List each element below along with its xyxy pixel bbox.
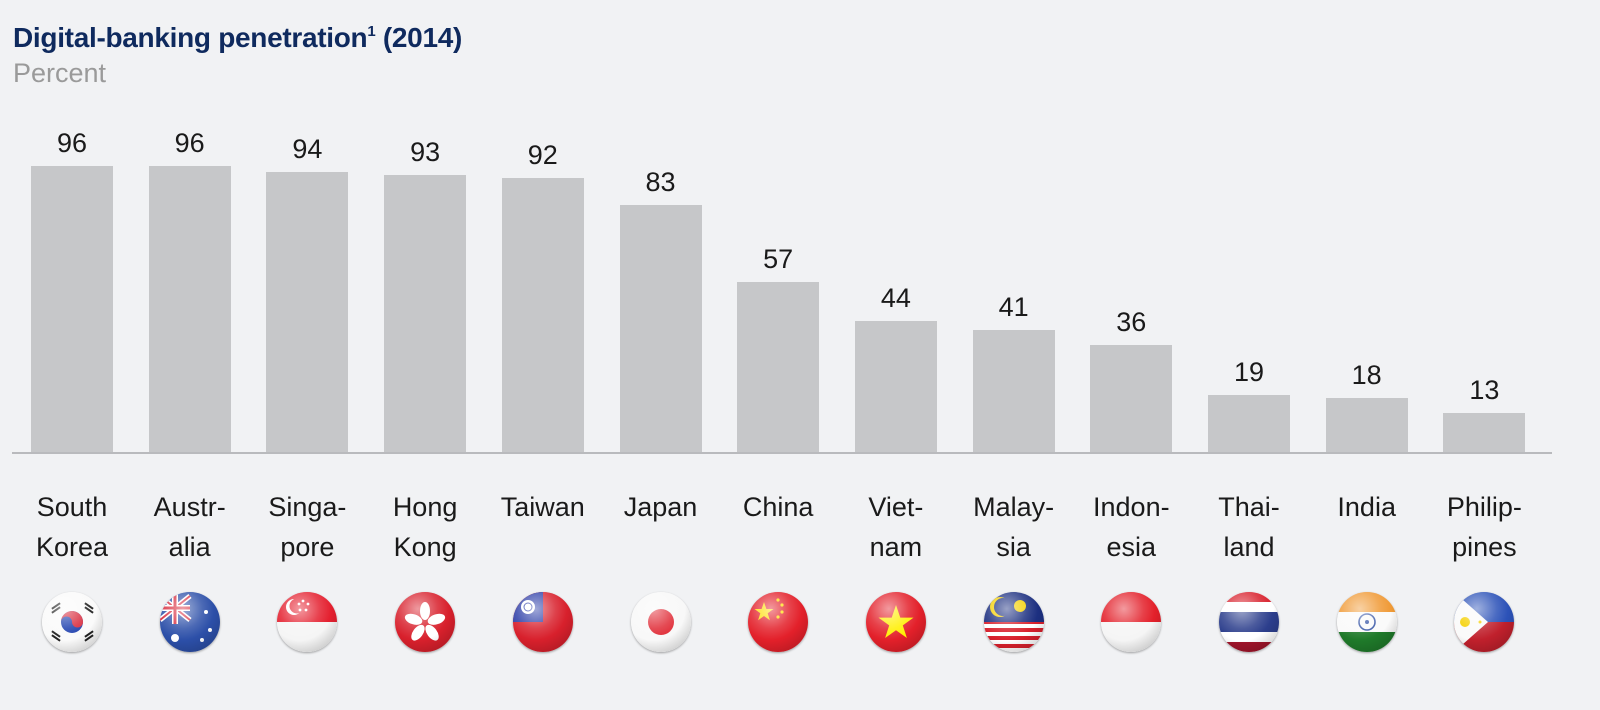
bar-singapore	[266, 172, 349, 452]
bar-philippines	[1443, 413, 1526, 452]
value-label-india: 18	[1351, 360, 1382, 390]
value-label-malaysia: 41	[998, 292, 1029, 322]
chart-subtitle: Percent	[13, 58, 107, 88]
category-label-taiwan: Taiwan	[500, 492, 585, 522]
bar-vietnam	[854, 321, 937, 452]
china-flag-icon	[748, 592, 809, 652]
bar-australia	[148, 166, 231, 452]
category-label-australia: Austr-alia	[153, 492, 226, 562]
category-label-india: India	[1337, 492, 1396, 522]
category-label-hong-kong: Hong Kong	[392, 492, 458, 562]
bar-indonesia	[1090, 345, 1173, 452]
footnote-marker: 1	[367, 23, 376, 40]
philippines-flag-icon	[1454, 592, 1515, 652]
bar-taiwan	[501, 178, 584, 452]
bar-india	[1325, 398, 1408, 452]
value-label-hong-kong: 93	[410, 137, 441, 167]
chart-title-year: (2014)	[382, 22, 463, 53]
category-label-thailand: Thai-land	[1218, 492, 1280, 562]
australia-flag-icon	[159, 592, 220, 652]
category-label-malaysia: Malay-sia	[973, 492, 1055, 562]
value-label-japan: 83	[645, 167, 676, 197]
category-label-philippines: Philip-pines	[1446, 492, 1522, 562]
value-label-thailand: 19	[1233, 357, 1265, 387]
bar-japan	[619, 205, 702, 452]
value-label-taiwan: 92	[527, 140, 558, 170]
singapore-flag-icon	[277, 592, 338, 652]
category-label-singapore: Singa-pore	[268, 492, 347, 562]
bar-china	[737, 282, 820, 452]
value-label-china: 57	[763, 244, 794, 274]
bar-malaysia	[972, 330, 1055, 452]
value-label-south-korea: 96	[56, 128, 88, 158]
category-label-japan: Japan	[623, 492, 698, 522]
thailand-flag-icon	[1219, 592, 1279, 652]
indonesia-flag-icon	[1101, 592, 1162, 652]
category-label-south-korea: South Korea	[35, 492, 109, 562]
value-label-vietnam: 44	[880, 283, 911, 313]
vietnam-flag-icon	[865, 592, 926, 652]
value-label-australia: 96	[174, 128, 205, 158]
india-flag-icon	[1336, 592, 1397, 652]
category-label-vietnam: Viet-nam	[868, 492, 924, 562]
chart-title: Digital-banking penetration1 (2014)	[13, 22, 462, 54]
bar-hong-kong	[384, 175, 467, 452]
bar-south-korea	[31, 166, 113, 452]
bar-thailand	[1208, 395, 1290, 452]
chart-title-text: Digital-banking penetration	[13, 22, 368, 53]
value-label-philippines: 13	[1469, 375, 1500, 405]
taiwan-flag-icon	[512, 592, 573, 652]
x-axis-line	[12, 452, 1552, 454]
category-label-china: China	[742, 492, 814, 522]
hong-kong-flag-icon	[395, 592, 456, 652]
value-label-indonesia: 36	[1116, 307, 1147, 337]
malaysia-flag-icon	[983, 592, 1044, 652]
category-label-indonesia: Indon-esia	[1093, 492, 1170, 562]
value-label-singapore: 94	[292, 134, 323, 164]
south-korea-flag-icon	[42, 592, 102, 652]
japan-flag-icon	[630, 592, 691, 652]
